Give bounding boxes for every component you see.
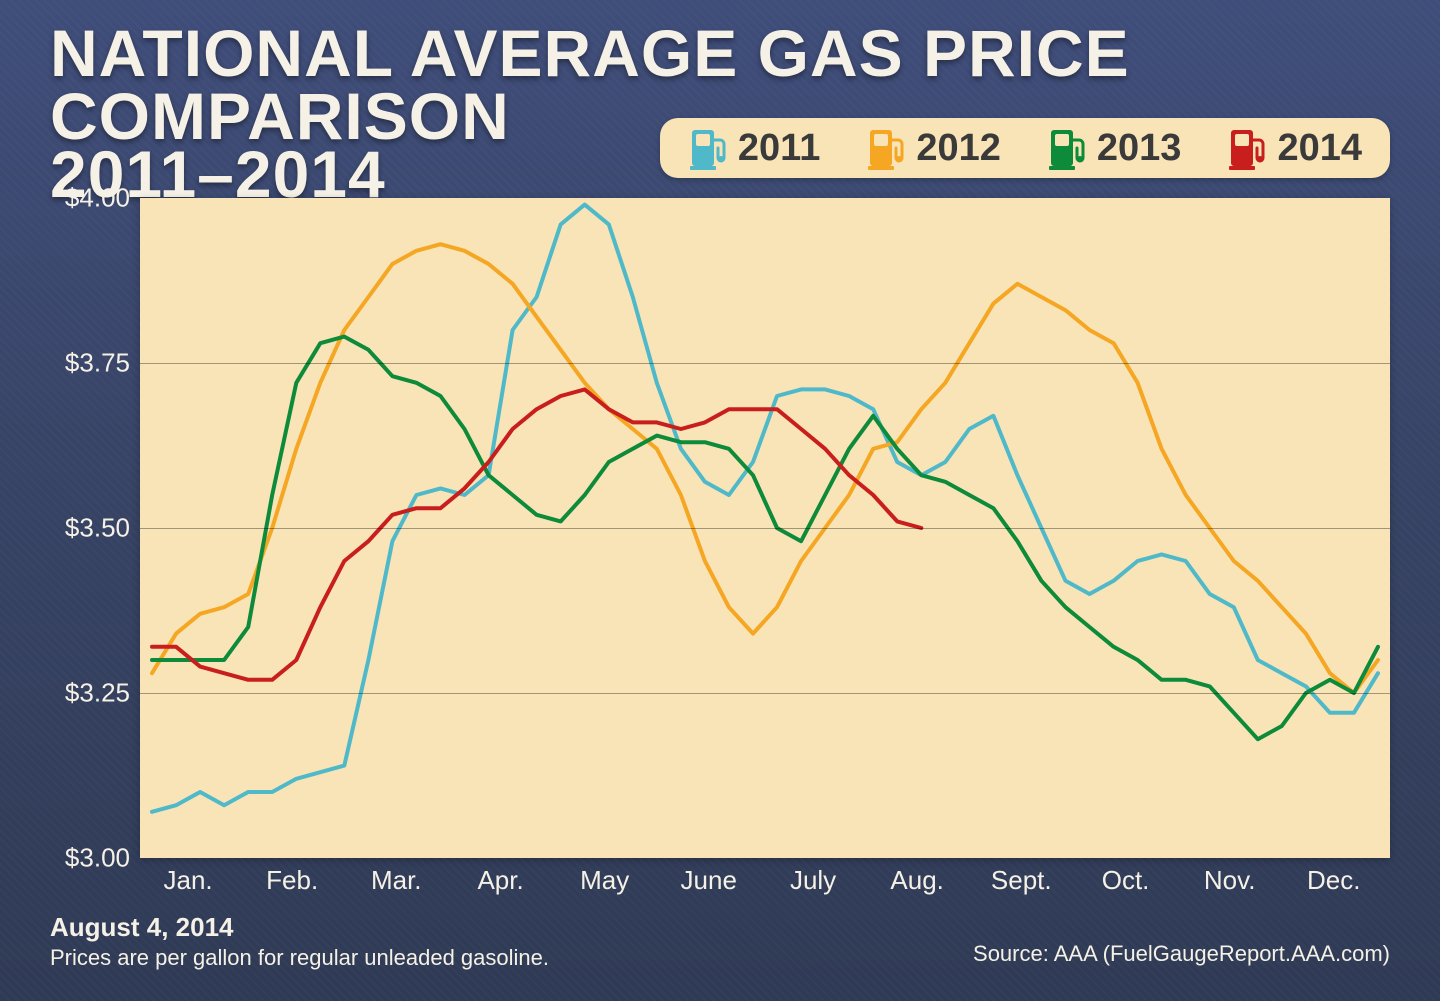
xtick-label: June — [681, 865, 737, 896]
series-2013 — [152, 337, 1378, 740]
legend-label: 2013 — [1097, 127, 1182, 170]
footer-left: August 4, 2014 Prices are per gallon for… — [50, 912, 549, 971]
legend-label: 2012 — [916, 127, 1001, 170]
ytick-label: $3.00 — [50, 843, 130, 874]
plot-area: Jan.Feb.Mar.Apr.MayJuneJulyAug.Sept.Oct.… — [140, 198, 1390, 858]
xtick-label: Nov. — [1204, 865, 1256, 896]
footer-source: Source: AAA (FuelGaugeReport.AAA.com) — [973, 941, 1390, 967]
xtick-label: Apr. — [477, 865, 523, 896]
xtick-label: Sept. — [991, 865, 1052, 896]
series-2012 — [152, 244, 1378, 693]
gas-price-chart: NATIONAL AVERAGE GAS PRICE COMPARISON 20… — [0, 0, 1440, 1001]
xtick-label: Mar. — [371, 865, 422, 896]
xtick-label: Jan. — [163, 865, 212, 896]
footer-note: Prices are per gallon for regular unlead… — [50, 945, 549, 971]
gridline — [140, 528, 1390, 529]
gas-pump-icon — [1227, 126, 1267, 170]
xtick-label: Oct. — [1102, 865, 1150, 896]
gas-pump-icon — [1047, 126, 1087, 170]
xtick-label: July — [790, 865, 836, 896]
gas-pump-icon — [688, 126, 728, 170]
footer-date: August 4, 2014 — [50, 912, 549, 943]
legend-item-2013: 2013 — [1047, 126, 1182, 170]
xtick-label: Dec. — [1307, 865, 1360, 896]
xtick-label: Feb. — [266, 865, 318, 896]
legend-label: 2011 — [738, 127, 820, 170]
legend-item-2014: 2014 — [1227, 126, 1362, 170]
gridline — [140, 363, 1390, 364]
xtick-label: Aug. — [890, 865, 944, 896]
ytick-label: $3.75 — [50, 348, 130, 379]
gridline — [140, 693, 1390, 694]
gas-pump-icon — [866, 126, 906, 170]
plot-frame: $3.00$3.25$3.50$3.75$4.00 Jan.Feb.Mar.Ap… — [50, 198, 1390, 898]
xtick-label: May — [580, 865, 629, 896]
ytick-label: $3.25 — [50, 678, 130, 709]
legend: 2011 2012 2013 2014 — [660, 118, 1390, 178]
legend-label: 2014 — [1277, 127, 1362, 170]
ytick-label: $4.00 — [50, 183, 130, 214]
legend-item-2011: 2011 — [688, 126, 820, 170]
ytick-label: $3.50 — [50, 513, 130, 544]
legend-item-2012: 2012 — [866, 126, 1001, 170]
chart-title: NATIONAL AVERAGE GAS PRICE COMPARISON 20… — [50, 22, 1440, 206]
